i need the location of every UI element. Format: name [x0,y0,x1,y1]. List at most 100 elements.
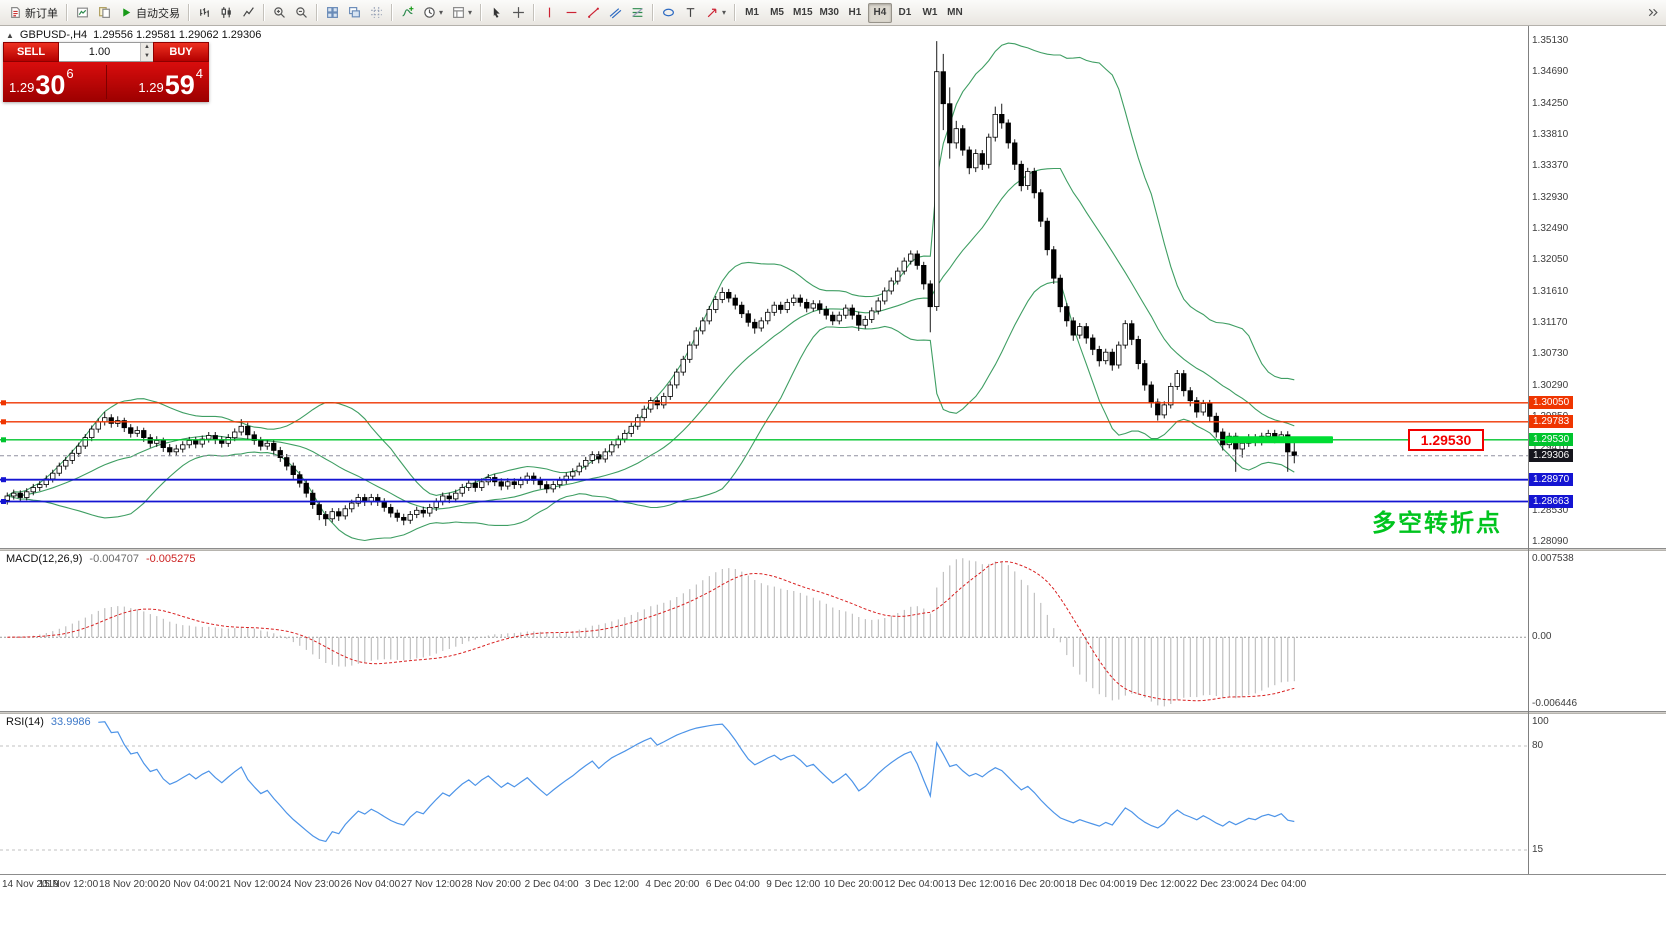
line-handle[interactable] [1,499,6,504]
price-divider [106,65,107,99]
time-label: 27 Nov 12:00 [401,879,461,890]
indicators-button[interactable] [397,3,418,23]
toolbar-separator [480,4,483,21]
candlestick-chart-button[interactable] [216,3,237,23]
price-axis-label: 1.33370 [1532,160,1569,172]
trendline-tool-button[interactable] [583,3,604,23]
symbol-period-label: GBPUSD-,H4 [19,29,88,41]
line-handle[interactable] [1,477,6,483]
rsi-pane[interactable] [0,714,1528,874]
timeframe-h4-button[interactable]: H4 [867,2,892,23]
fibonacci-tool-button[interactable] [627,3,648,23]
line-chart-button[interactable] [238,3,259,23]
buy-price-sup: 4 [195,66,203,81]
buy-price-button[interactable]: 1.29 59 4 [106,62,209,102]
timeframe-w1-button[interactable]: W1 [918,3,942,23]
chart-window-icon [76,6,89,19]
timeframe-m30-button[interactable]: M30 [817,3,842,23]
time-label: 18 Nov 20:00 [99,879,159,890]
timeframe-m1-button[interactable]: M1 [740,3,764,23]
sell-button[interactable]: SELL [3,42,59,62]
volume-up-button[interactable]: ▲ [141,43,153,52]
line-handle[interactable] [1,419,6,425]
profiles-icon [98,6,111,19]
macd-pane[interactable] [0,551,1528,711]
text-icon [684,6,697,19]
time-label: 12 Dec 04:00 [884,879,944,890]
auto-trading-button[interactable]: 自动交易 [116,3,184,23]
timeframe-h1-button[interactable]: H1 [843,3,867,23]
new-order-button[interactable]: 新订单 [5,3,62,23]
buy-button[interactable]: BUY [153,42,209,62]
price-axis[interactable]: 1.35130 1.34690 1.34250 1.33810 1.33370 1.329… [1528,26,1666,874]
zoom-out-button[interactable] [291,3,312,23]
price-axis-label: 1.30290 [1532,379,1569,391]
rsi-value: 33.9986 [50,716,91,728]
timeframe-m5-button[interactable]: M5 [765,3,789,23]
tile-windows-button[interactable] [322,3,343,23]
timeframe-mn-button[interactable]: MN [943,3,967,23]
time-label: 28 Nov 20:00 [461,879,521,890]
price-axis-label: 1.33810 [1532,129,1569,141]
hline-price-label: 1.28970 [1529,472,1574,486]
pivot-highlight[interactable] [1225,436,1333,444]
hline-price-label: 1.29530 [1529,432,1574,446]
line-handle[interactable] [1,400,6,406]
grid-icon [370,6,383,19]
vertical-line-tool-button[interactable] [539,3,560,23]
timeframe-m15-button[interactable]: M15 [790,3,815,23]
templates-button[interactable]: ▾ [448,3,476,23]
channel-tool-button[interactable] [605,3,626,23]
horizontal-line-tool-button[interactable] [561,3,582,23]
sell-price-big: 30 [35,70,66,100]
toolbar-separator [734,4,737,21]
sell-price-button[interactable]: 1.29 30 6 [3,62,106,102]
volume-box: ▲ ▼ [59,42,153,62]
time-label: 22 Dec 23:00 [1186,879,1246,890]
volume-down-button[interactable]: ▼ [141,52,153,61]
zoom-in-button[interactable] [269,3,290,23]
macd-signal-line [7,561,1295,702]
rsi-label-row: RSI(14) 33.9986 [6,716,91,728]
toolbar-overflow-button[interactable] [1642,3,1663,23]
crosshair-button[interactable] [508,3,529,23]
price-axis-label: 1.34690 [1532,66,1569,78]
cursor-button[interactable] [486,3,507,23]
arrows-tool-button[interactable]: ▾ [702,3,730,23]
price-callout[interactable]: 1.29530 [1408,429,1484,451]
zoom-out-icon [295,6,308,19]
cursor-icon [490,6,503,19]
timeframe-d1-button[interactable]: D1 [893,3,917,23]
fibonacci-icon [631,6,644,19]
one-click-collapse-icon[interactable]: ▲ [6,30,14,40]
crosshair-icon [512,6,525,19]
hline-price-label: 1.30050 [1529,395,1574,409]
bar-chart-button[interactable] [194,3,215,23]
price-axis-label: 1.32490 [1532,223,1569,235]
periods-icon [423,6,436,19]
pane-separator[interactable] [0,711,1666,714]
shapes-tool-button[interactable] [658,3,679,23]
price-axis-label: 1.30730 [1532,348,1569,360]
pane-separator[interactable] [0,548,1666,551]
price-axis-label: 1.31610 [1532,285,1569,297]
line-handle[interactable] [1,437,6,443]
price-axis-label: 1.29410 [1532,442,1568,453]
main-chart-pane[interactable] [0,26,1528,548]
grid-toggle-button[interactable] [366,3,387,23]
periods-button[interactable]: ▾ [419,3,447,23]
chart-window-button[interactable] [72,3,93,23]
profiles-button[interactable] [94,3,115,23]
buy-price-prefix: 1.29 [138,80,164,95]
text-tool-button[interactable] [680,3,701,23]
time-label: 19 Dec 12:00 [1125,879,1186,890]
volume-input[interactable] [59,43,140,61]
macd-histogram [13,558,1295,707]
templates-icon [452,6,465,19]
channel-icon [609,6,622,19]
cascade-windows-button[interactable] [344,3,365,23]
time-axis[interactable]: 14 Nov 2019 15 Nov 12:00 18 Nov 20:00 20 No… [0,874,1666,895]
rsi-label: RSI(14) [6,716,44,728]
annotation-text[interactable]: 多空转折点 [1372,510,1502,537]
sell-price-sup: 6 [66,66,74,81]
